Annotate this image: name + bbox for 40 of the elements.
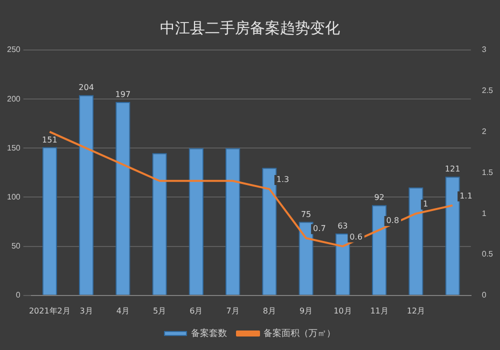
y2-tick-label: 3	[482, 45, 487, 54]
x-tick-label: 7月	[226, 306, 240, 316]
y-tick-label: 50	[11, 242, 21, 251]
data-label: 63	[338, 222, 348, 231]
data-label: 1.1	[460, 192, 472, 200]
y-tick-label: 150	[6, 143, 21, 152]
x-tick-label: 4月	[116, 306, 130, 316]
data-label: 197	[115, 90, 131, 100]
data-label: 151	[42, 135, 58, 144]
x-tick-label: 9月	[300, 306, 313, 316]
x-tick-label: 3月	[80, 306, 93, 316]
y2-tick-label: 1	[482, 208, 487, 218]
data-label: 1	[422, 200, 428, 209]
y2-tick-label: 2	[482, 127, 487, 136]
data-label: 92	[374, 193, 384, 202]
data-label: 1.3	[276, 175, 290, 184]
data-label: 204	[78, 83, 94, 92]
data-label: 0.6	[350, 232, 362, 242]
legend-label: 备案面积（万㎡）	[264, 328, 336, 339]
y-tick-label: 100	[6, 192, 21, 202]
x-tick-label: 6月	[190, 306, 203, 316]
data-label: 75	[300, 210, 312, 219]
x-tick-label: 2021年2月	[28, 306, 70, 316]
y-tick-label: 250	[6, 45, 21, 54]
y2-tick-label: 0	[482, 290, 487, 300]
y-tick-label: 0	[16, 290, 21, 300]
x-tick-label: 8月	[262, 306, 276, 316]
y-tick-label: 200	[6, 94, 21, 104]
x-tick-label: 5月	[152, 306, 166, 316]
y2-tick-label: 0.5	[482, 250, 494, 259]
data-label: 0.7	[313, 224, 326, 234]
x-tick-label: 10月	[334, 306, 352, 316]
x-tick-label: 11月	[370, 306, 388, 316]
x-tick-label: 12月	[406, 306, 426, 316]
chart-title: 中江县二手房备案趋势变化	[160, 18, 340, 37]
data-label: 121	[444, 164, 460, 174]
data-label: 0.8	[386, 216, 400, 226]
y2-tick-label: 1.5	[482, 168, 494, 177]
legend-label: 备案套数	[191, 328, 227, 339]
y2-tick-label: 2.5	[482, 86, 494, 96]
